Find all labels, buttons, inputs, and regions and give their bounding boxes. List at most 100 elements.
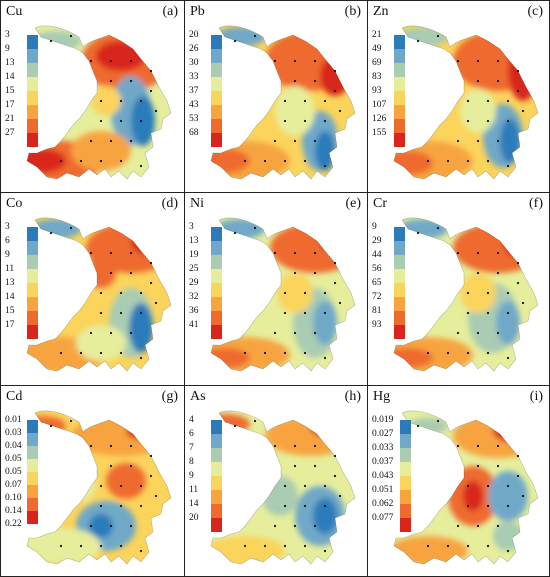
sample-point: [323, 99, 327, 103]
legend-value: 0.14: [5, 506, 22, 516]
sample-point: [333, 261, 337, 265]
map-panel-cd: Cd (g) 0.01 0.03 0.04 0.05 0.05 0.07 0.10 0.14 0.2…: [0, 385, 185, 577]
legend-value: 8: [189, 457, 194, 467]
legend-swatch: [211, 518, 222, 532]
sample-point: [149, 474, 153, 478]
legend-value: 9: [372, 222, 377, 232]
legend-swatch: [27, 49, 38, 63]
sample-point: [109, 59, 113, 63]
legend-value: 21: [5, 114, 15, 124]
color-legend: 0.019 0.027 0.033 0.037 0.043 0.051 0.062 0.077: [372, 415, 411, 532]
legend-value: 155: [372, 128, 387, 138]
sample-point: [129, 79, 133, 83]
concentration-zone: [71, 131, 131, 171]
concentration-zone: [488, 471, 528, 521]
sample-point: [323, 356, 327, 360]
sample-point: [303, 504, 307, 508]
concentration-zone: [211, 149, 250, 173]
sample-point: [233, 424, 237, 428]
sample-point: [283, 119, 287, 123]
sample-point: [59, 159, 63, 163]
legend-swatch: [27, 297, 38, 311]
element-label: Cu: [6, 4, 23, 19]
sample-point: [109, 79, 113, 83]
map-panel-cu: Cu (a) 3 9 13 14 15 17 21 27: [0, 0, 185, 193]
sample-point: [49, 39, 53, 43]
legend-swatch: [394, 77, 405, 91]
sample-point: [486, 311, 490, 315]
map-panel-pb: Pb (b) 20 26 30 33 37 43 53 68: [184, 0, 368, 193]
legend-swatch: [27, 485, 38, 498]
legend-value: 0.027: [372, 429, 394, 439]
legend-swatch: [394, 227, 405, 241]
sample-point: [109, 271, 113, 275]
sample-point: [486, 544, 490, 548]
legend-swatch: [27, 227, 38, 241]
color-legend: 20 26 30 33 37 43 53 68: [189, 30, 222, 147]
legend-value: 29: [189, 278, 199, 288]
sample-point: [119, 544, 123, 548]
legend-value: 41: [189, 320, 199, 330]
distribution-map: [393, 25, 539, 180]
sample-point: [283, 99, 287, 103]
legend-value: 4: [189, 415, 194, 425]
legend-swatch: [27, 311, 38, 325]
legend-value: 43: [189, 100, 199, 110]
sample-point: [273, 251, 277, 255]
sample-point: [436, 34, 440, 38]
legend-value: 0.05: [5, 467, 22, 477]
legend-value: 0.062: [372, 499, 394, 509]
sample-point: [283, 484, 287, 488]
legend-value: 93: [372, 86, 382, 96]
legend-swatch: [211, 297, 222, 311]
sample-point: [333, 69, 337, 73]
legend-value: 9: [5, 250, 10, 260]
sample-point: [426, 159, 430, 163]
legend-value: 30: [189, 58, 199, 68]
legend-swatch: [394, 119, 405, 133]
legend-value: 14: [189, 499, 199, 509]
legend-swatch: [211, 119, 222, 133]
concentration-zone: [66, 471, 96, 501]
sample-point: [323, 164, 327, 168]
sample-point: [303, 291, 307, 295]
legend-value: 13: [5, 58, 15, 68]
sample-point: [89, 331, 93, 335]
sample-point: [313, 59, 317, 63]
legend-swatch: [27, 459, 38, 472]
concentration-zone: [493, 419, 538, 443]
sample-point: [436, 226, 440, 230]
legend-swatch: [211, 255, 222, 269]
panel-tag: (i): [529, 389, 543, 404]
concentration-zone: [91, 86, 121, 116]
sample-point: [99, 484, 103, 488]
legend-value: 20: [189, 513, 199, 523]
sample-point: [154, 301, 158, 305]
sample-point: [323, 291, 327, 295]
element-label: Ni: [190, 196, 204, 211]
concentration-zone: [215, 219, 265, 239]
sample-point: [129, 464, 133, 468]
legend-value: 83: [372, 72, 382, 82]
sample-point: [99, 291, 103, 295]
sample-point: [154, 494, 158, 498]
sample-point: [283, 311, 287, 315]
legend-value: 69: [372, 58, 382, 68]
sample-point: [313, 444, 317, 448]
legend-swatch: [27, 498, 38, 511]
sample-point: [303, 159, 307, 163]
sample-point: [129, 444, 133, 448]
sample-point: [49, 231, 53, 235]
legend-swatch: [394, 49, 405, 63]
sample-point: [466, 351, 470, 355]
sample-point: [119, 311, 123, 315]
sample-point: [333, 89, 337, 93]
sample-point: [293, 464, 297, 468]
concentration-zone: [275, 86, 315, 136]
sample-point: [456, 59, 460, 63]
legend-swatch: [27, 446, 38, 459]
element-label: Pb: [190, 4, 205, 19]
sample-point: [506, 119, 510, 123]
legend-swatch: [400, 490, 411, 504]
concentration-zone: [394, 348, 433, 368]
